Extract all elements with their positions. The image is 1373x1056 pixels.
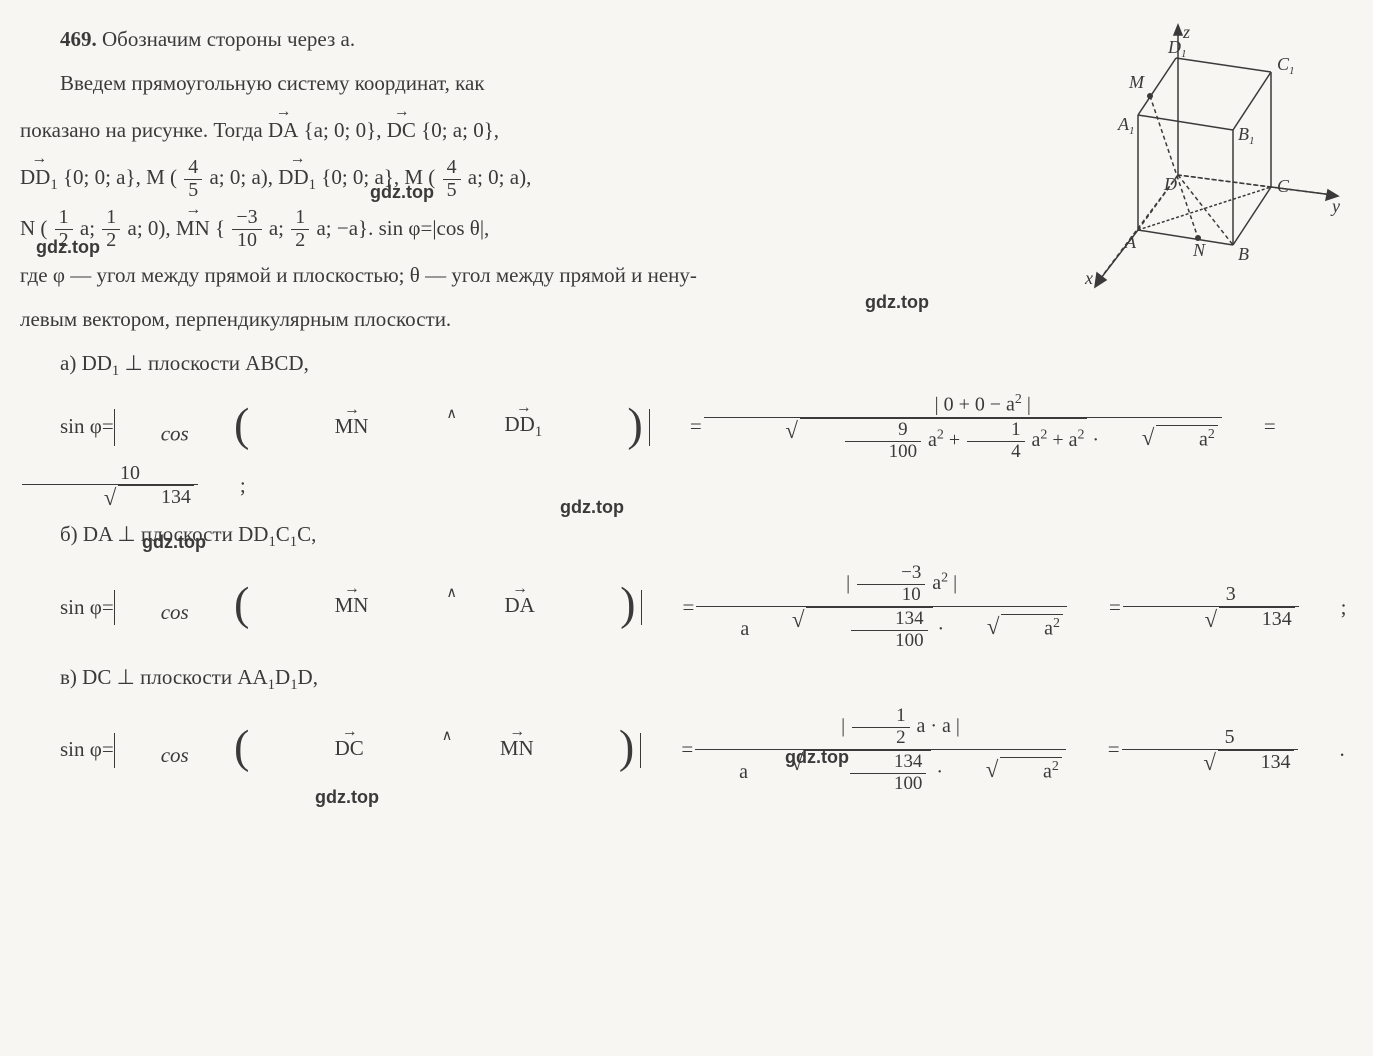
part-c-label: в) DC ⊥ плоскости AA1D1D,	[20, 658, 1353, 700]
abs-cos-c: cos DC MN	[114, 733, 642, 768]
cube-figure: z y x A B C D A1 B1 C1 D1 M N	[1043, 20, 1343, 314]
part-a-label: а) DD1 ⊥ плоскости ABCD,	[20, 344, 1353, 386]
eq-c1: =	[641, 730, 693, 770]
frac-N2: 12	[102, 207, 120, 252]
eq-c2: =	[1068, 730, 1120, 770]
axis-z-label: z	[1182, 22, 1190, 42]
frac-c-big: | 12 a · a | a 134100 · a2	[695, 706, 1066, 794]
part-c-equation: sin φ= cos DC MN = | 12 a · a | a 134100…	[20, 706, 1353, 794]
sinphi-c: sin φ=	[20, 730, 114, 770]
frac-b-result: 3 134	[1123, 584, 1299, 631]
dd1-comp: {0; 0; a}, M (	[63, 165, 177, 189]
abs-cos-b: cos MN DA	[114, 590, 643, 625]
point-N: N	[1192, 240, 1206, 260]
vertex-B1: B1	[1238, 124, 1255, 147]
vec-DD1a: DD1	[20, 155, 58, 200]
problem-number: 469.	[60, 27, 97, 51]
frac-MN2: 12	[291, 207, 309, 252]
line3-pre: показано на рисунке. Тогда	[20, 118, 263, 142]
MN-mid1: a;	[269, 216, 289, 240]
vec-MN: MN	[176, 206, 210, 249]
eq-a1: =	[650, 407, 702, 447]
N-mid2: a; 0),	[128, 216, 176, 240]
watermark-5: gdz.top	[560, 490, 624, 524]
watermark-3: gdz.top	[865, 285, 929, 319]
m-rest: a; 0; a),	[209, 165, 278, 189]
eq-b2: =	[1069, 588, 1121, 628]
frac-MN1: −310	[232, 207, 261, 252]
period-c: .	[1300, 730, 1345, 770]
sinphi-a: sin φ=	[20, 407, 114, 447]
MN-open: {	[215, 216, 225, 240]
dc-comp: {0; a; 0},	[421, 118, 499, 142]
frac-a-result: 10 134	[22, 463, 198, 510]
part-b-label: б) DA ⊥ плоскости DD1C1C,	[20, 515, 1353, 557]
vertex-A: A	[1124, 232, 1137, 252]
vec-DC: DC	[387, 108, 416, 151]
frac-45b: 45	[443, 157, 461, 202]
vertex-A1: A1	[1117, 114, 1135, 137]
da-comp: {a; 0; 0},	[304, 118, 387, 142]
sinphi-b: sin φ=	[20, 588, 114, 628]
part-a-equation: sin φ= cos MN DD1 = | 0 + 0 − a2 | 9100 …	[20, 392, 1353, 509]
watermark-1: gdz.top	[36, 230, 100, 264]
semi-b: ;	[1301, 588, 1347, 628]
vertex-D: D	[1163, 174, 1177, 194]
MN-mid2: a; −a}. sin φ=|cos θ|,	[316, 216, 489, 240]
abs-cos-a: cos MN DD1	[114, 409, 650, 447]
point-M: M	[1128, 72, 1145, 92]
vertex-C1: C1	[1277, 54, 1295, 77]
page-content: z y x A B C D A1 B1 C1 D1 M N 469. Обозн…	[20, 20, 1353, 794]
frac-b-big: | −310 a2 | a 134100 · a2	[696, 563, 1067, 651]
eq-a2: =	[1224, 407, 1276, 447]
mb-rest: a; 0; a),	[468, 165, 532, 189]
eq-b1: =	[642, 588, 694, 628]
watermark-7: gdz.top	[785, 740, 849, 774]
vertex-C: C	[1277, 176, 1290, 196]
watermark-4: gdz.top	[142, 525, 206, 559]
frac-c-result: 5 134	[1122, 727, 1298, 774]
part-b-equation: sin φ= cos MN DA = | −310 a2 | a 134100 …	[20, 563, 1353, 651]
axis-x-label: x	[1084, 268, 1093, 288]
line1-text: Обозначим стороны через a.	[102, 27, 355, 51]
line3: показано на рисунке. Тогда DA {a; 0; 0},…	[20, 108, 700, 151]
axis-y-label: y	[1330, 196, 1340, 216]
watermark-6: gdz.top	[315, 780, 379, 814]
semi-a: ;	[200, 466, 246, 506]
vec-DD1b: DD1	[278, 155, 316, 200]
vertex-B: B	[1238, 244, 1249, 264]
cube-svg: z y x A B C D A1 B1 C1 D1 M N	[1043, 20, 1343, 300]
line2: Введем прямоугольную систему координат, …	[20, 64, 700, 104]
watermark-2: gdz.top	[370, 175, 434, 209]
frac-a-big: | 0 + 0 − a2 | 9100 a2 + 14 a2 + a2 · a2	[704, 392, 1222, 462]
